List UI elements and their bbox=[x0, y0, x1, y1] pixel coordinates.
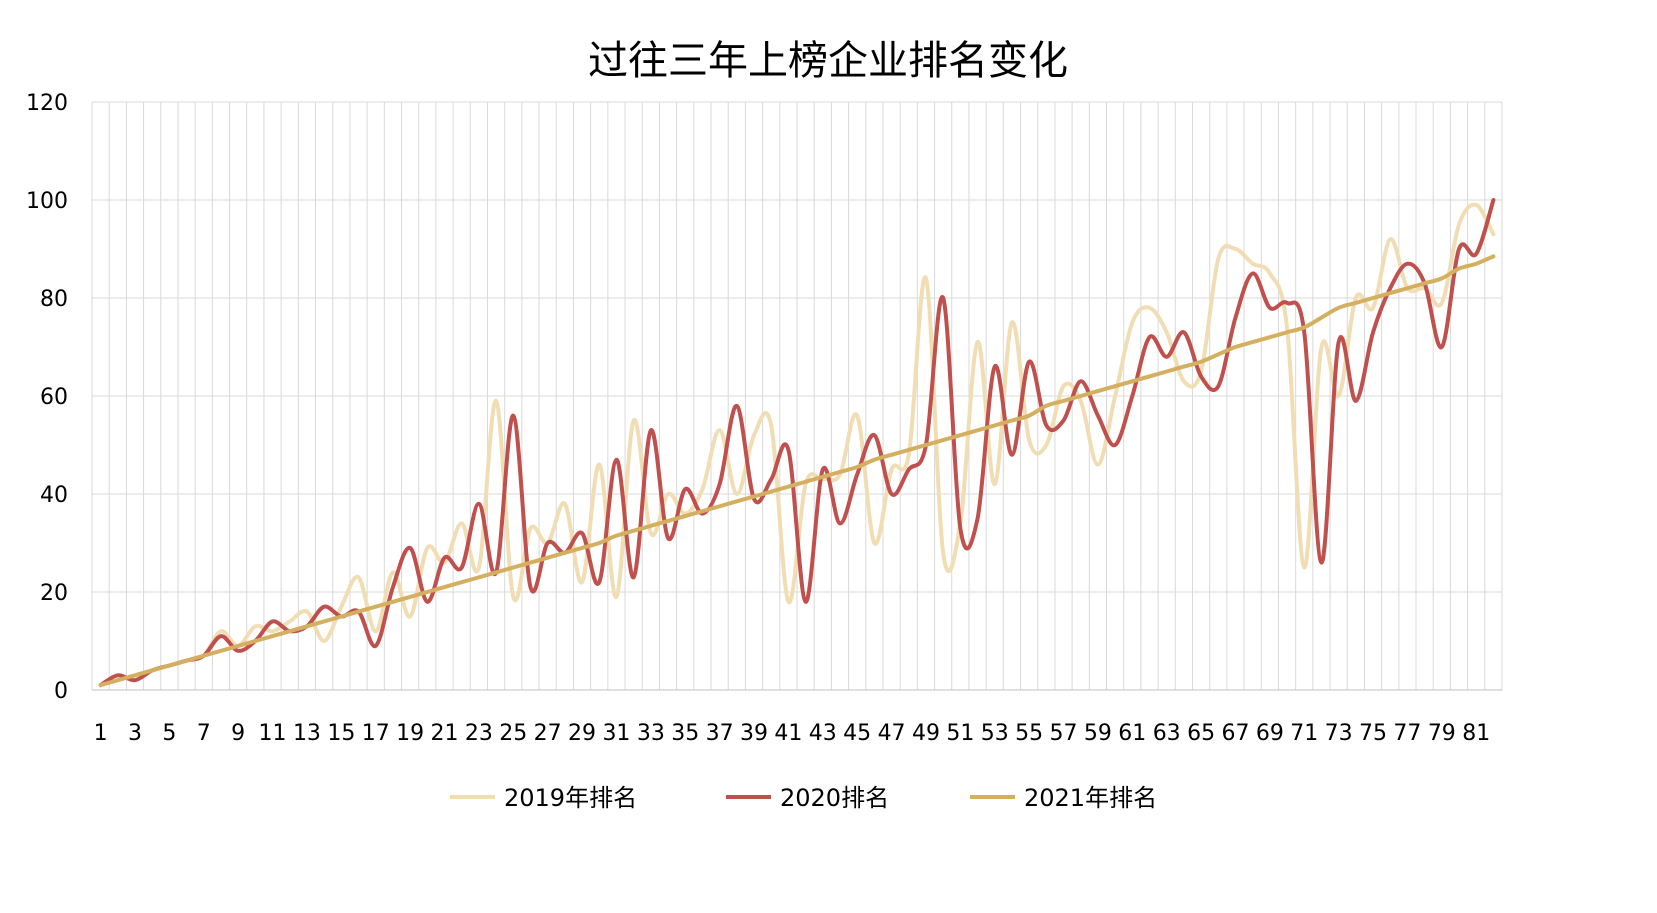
y-tick-label: 20 bbox=[40, 581, 68, 606]
x-tick-label: 17 bbox=[362, 721, 390, 746]
x-tick-label: 11 bbox=[259, 721, 287, 746]
x-tick-label: 77 bbox=[1393, 721, 1421, 746]
x-tick-label: 1 bbox=[94, 721, 108, 746]
legend-item-1: 2019年排名 bbox=[450, 784, 637, 812]
legend-item-2: 2020排名 bbox=[726, 784, 889, 812]
x-tick-label: 19 bbox=[396, 721, 424, 746]
x-tick-label: 37 bbox=[706, 721, 734, 746]
x-tick-label: 39 bbox=[740, 721, 768, 746]
x-tick-label: 7 bbox=[197, 721, 211, 746]
legend-label: 2020排名 bbox=[780, 784, 889, 812]
x-tick-label: 3 bbox=[128, 721, 142, 746]
y-tick-label: 100 bbox=[26, 189, 68, 214]
legend-item-3: 2021年排名 bbox=[970, 784, 1157, 812]
series-line-3 bbox=[98, 254, 1496, 688]
x-tick-label: 69 bbox=[1256, 721, 1284, 746]
x-tick-label: 15 bbox=[327, 721, 355, 746]
x-tick-label: 65 bbox=[1187, 721, 1215, 746]
x-tick-label: 53 bbox=[981, 721, 1009, 746]
x-tick-label: 57 bbox=[1050, 721, 1078, 746]
x-tick-label: 41 bbox=[774, 721, 802, 746]
x-tick-label: 9 bbox=[231, 721, 245, 746]
x-tick-label: 63 bbox=[1153, 721, 1181, 746]
x-tick-label: 67 bbox=[1221, 721, 1249, 746]
x-tick-label: 27 bbox=[534, 721, 562, 746]
y-tick-label: 60 bbox=[40, 385, 68, 410]
chart-title: 过往三年上榜企业排名变化 bbox=[588, 38, 1068, 84]
x-tick-label: 29 bbox=[568, 721, 596, 746]
x-tick-label: 5 bbox=[162, 721, 176, 746]
x-tick-label: 23 bbox=[465, 721, 493, 746]
x-tick-label: 81 bbox=[1462, 721, 1490, 746]
x-tick-label: 55 bbox=[1015, 721, 1043, 746]
x-tick-label: 51 bbox=[946, 721, 974, 746]
x-tick-label: 33 bbox=[637, 721, 665, 746]
y-tick-label: 80 bbox=[40, 287, 68, 312]
x-tick-label: 61 bbox=[1118, 721, 1146, 746]
x-tick-label: 13 bbox=[293, 721, 321, 746]
legend: 2019年排名 2020排名 2021年排名 bbox=[450, 784, 1157, 812]
legend-label: 2021年排名 bbox=[1024, 784, 1157, 812]
x-tick-label: 49 bbox=[912, 721, 940, 746]
x-tick-label: 43 bbox=[809, 721, 837, 746]
legend-label: 2019年排名 bbox=[504, 784, 637, 812]
x-tick-label: 79 bbox=[1428, 721, 1456, 746]
x-tick-label: 21 bbox=[431, 721, 459, 746]
x-tick-label: 59 bbox=[1084, 721, 1112, 746]
x-tick-label: 35 bbox=[671, 721, 699, 746]
x-tick-label: 73 bbox=[1325, 721, 1353, 746]
x-tick-label: 47 bbox=[878, 721, 906, 746]
x-tick-label: 25 bbox=[499, 721, 527, 746]
series-lines bbox=[98, 198, 1496, 688]
y-tick-label: 0 bbox=[54, 679, 68, 704]
x-tick-label: 75 bbox=[1359, 721, 1387, 746]
x-tick-label: 71 bbox=[1290, 721, 1318, 746]
y-tick-label: 120 bbox=[26, 91, 68, 116]
grid bbox=[91, 101, 1503, 691]
x-tick-label: 31 bbox=[602, 721, 630, 746]
series-line-2 bbox=[98, 198, 1496, 688]
x-tick-label: 45 bbox=[843, 721, 871, 746]
y-tick-label: 40 bbox=[40, 483, 68, 508]
